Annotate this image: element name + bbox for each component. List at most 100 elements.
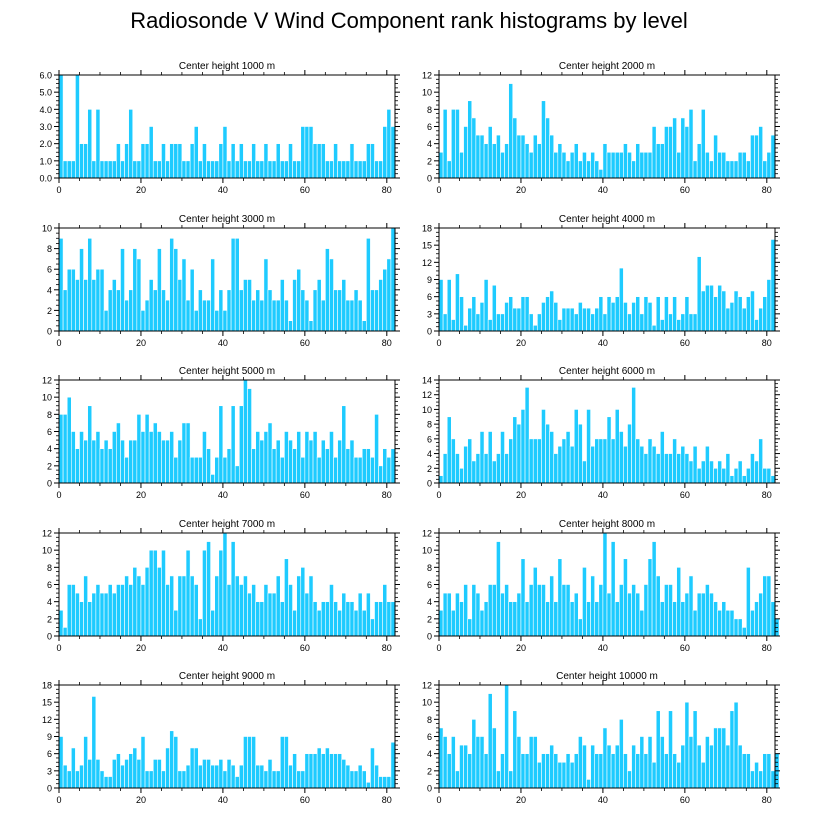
histogram-bar	[210, 764, 216, 789]
histogram-bar	[635, 296, 641, 332]
histogram-bar	[325, 248, 330, 332]
y-tick-label: 6	[427, 580, 432, 590]
histogram-bar	[766, 151, 772, 179]
histogram-bar	[504, 302, 509, 332]
histogram-bar	[504, 143, 509, 179]
histogram-bar	[329, 431, 334, 484]
histogram-bar	[606, 592, 612, 637]
histogram-bar	[243, 279, 248, 332]
histogram-bar	[643, 151, 649, 179]
histogram-bar	[573, 409, 579, 484]
histogram-bar	[643, 296, 649, 332]
x-tick-label: 20	[136, 185, 146, 195]
histogram-bar	[766, 753, 772, 789]
histogram-bar	[627, 313, 632, 332]
histogram-bar	[161, 289, 166, 332]
histogram-bar	[198, 764, 203, 789]
y-tick-label: 10	[42, 224, 52, 234]
histogram-bar	[214, 310, 220, 332]
histogram-bar	[157, 248, 162, 332]
histogram-bar	[382, 448, 388, 484]
histogram-bar	[606, 744, 612, 789]
histogram-bar	[450, 609, 456, 637]
histogram-bar	[95, 268, 101, 332]
histogram-bar	[206, 299, 211, 332]
histogram-bar	[386, 109, 392, 179]
histogram-bar	[124, 575, 129, 637]
histogram-bar	[475, 134, 481, 179]
histogram-bar	[128, 753, 134, 789]
x-tick-label: 60	[300, 338, 310, 348]
histogram-bar	[87, 109, 93, 179]
histogram-bar	[120, 584, 125, 637]
histogram-bar	[541, 409, 546, 484]
histogram-bar	[627, 423, 632, 484]
histogram-bar	[288, 320, 293, 332]
histogram-bar	[238, 405, 244, 484]
histogram-bar	[455, 453, 460, 484]
histogram-bar	[325, 448, 330, 484]
histogram-bar	[185, 764, 191, 789]
histogram-bar	[741, 151, 747, 179]
y-tick-label: 6	[427, 122, 432, 132]
histogram-bar	[512, 117, 518, 179]
x-tick-label: 60	[680, 185, 690, 195]
histogram-bar	[316, 279, 322, 332]
histogram-bar	[496, 541, 501, 637]
histogram-bar	[111, 160, 117, 179]
x-tick-label: 20	[136, 338, 146, 348]
histogram-bar	[308, 753, 314, 789]
histogram-bar	[234, 238, 240, 332]
histogram-bar	[737, 618, 743, 637]
histogram-bar	[75, 770, 80, 789]
histogram-bar	[586, 160, 591, 179]
histogram-bar	[251, 143, 256, 179]
histogram-bar	[271, 448, 277, 484]
histogram-bar	[124, 456, 129, 484]
histogram-bar	[66, 160, 72, 179]
histogram-bar	[664, 296, 669, 332]
histogram-bar	[541, 302, 546, 332]
x-tick-label: 60	[680, 490, 690, 500]
histogram-bar	[366, 592, 371, 637]
histogram-bar	[565, 160, 571, 179]
histogram-bar	[87, 238, 93, 332]
histogram-bar	[655, 710, 661, 789]
panel-6: Center height 6000 m 0 2 4 6 8 10 12 14 0 20 40 60 80	[422, 366, 780, 500]
panel-10: Center height 10000 m 0 2 4 6 8 10 12 0 20 40 60 80	[422, 671, 780, 805]
histogram-bar	[467, 618, 473, 637]
histogram-bar	[238, 143, 244, 179]
histogram-bar	[483, 753, 489, 789]
histogram-bar	[557, 761, 563, 789]
panel-title: Center height 7000 m	[179, 519, 275, 530]
y-tick-label: 18	[42, 681, 52, 691]
histogram-bar	[606, 151, 612, 179]
histogram-bar	[124, 299, 129, 332]
histogram-bar	[79, 143, 84, 179]
histogram-bar	[62, 160, 68, 179]
histogram-bar	[696, 143, 702, 179]
histogram-bar	[333, 456, 338, 484]
panel-5: Center height 5000 m 0 2 4 6 8 10 12 0 20 40 60 80	[42, 366, 400, 500]
y-tick-label: 12	[42, 376, 52, 386]
histogram-bar	[271, 592, 277, 637]
histogram-bar	[471, 296, 477, 332]
histogram-bar	[79, 764, 84, 789]
histogram-bar	[512, 416, 518, 484]
histogram-bar	[491, 727, 497, 789]
histogram-bar	[647, 438, 653, 484]
histogram-bar	[255, 431, 261, 484]
histogram-bar	[173, 609, 179, 637]
histogram-bar	[62, 289, 68, 332]
y-tick-label: 2	[427, 766, 432, 776]
histogram-bar	[692, 710, 698, 789]
histogram-bar	[721, 601, 727, 637]
histogram-bar	[754, 319, 759, 332]
histogram-bar	[655, 453, 661, 484]
histogram-bar	[459, 601, 464, 637]
histogram-bar	[361, 320, 367, 332]
histogram-bar	[296, 268, 302, 332]
histogram-bar	[140, 736, 146, 789]
histogram-bar	[111, 279, 117, 332]
